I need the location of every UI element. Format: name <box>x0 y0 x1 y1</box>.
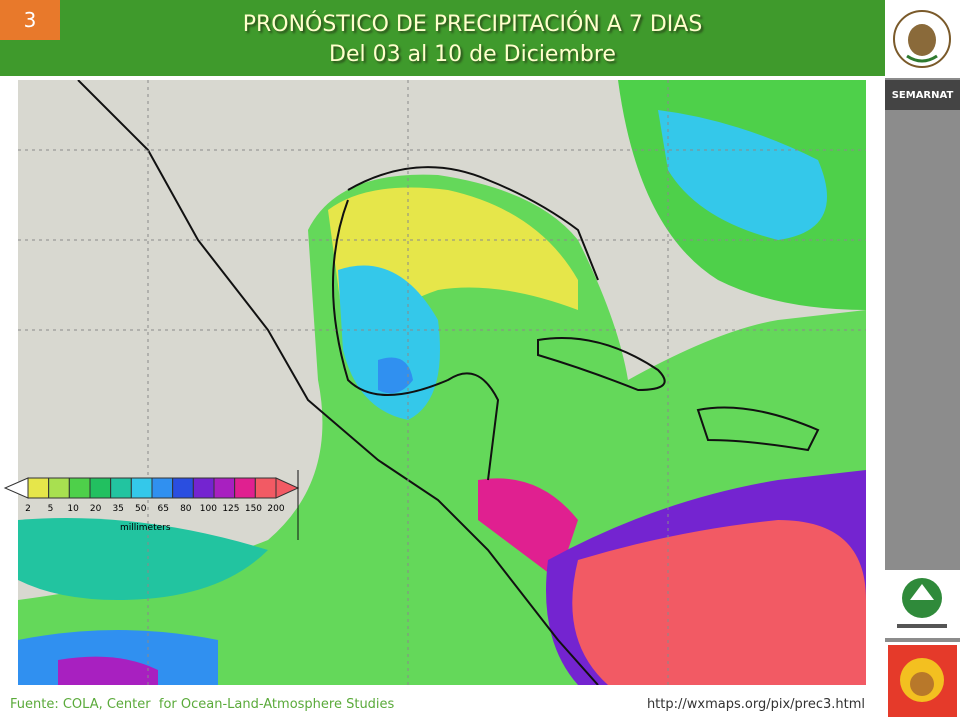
legend-swatch <box>213 477 236 499</box>
legend-tick-label: 50 <box>135 504 147 514</box>
header-bar <box>0 0 885 76</box>
legend-swatch <box>130 477 153 499</box>
legend-swatch <box>89 477 112 499</box>
source-note: Fuente: COLA, Center for Ocean-Land-Atmo… <box>10 697 395 712</box>
legend-swatch <box>254 477 277 499</box>
legend-swatch <box>110 477 132 499</box>
legend-swatch <box>151 477 174 499</box>
title: PRONÓSTICO DE PRECIPITACIÓN A 7 DIAS <box>242 12 703 37</box>
legend-tick-label: 65 <box>158 504 169 514</box>
legend-tick-label: 35 <box>112 504 123 514</box>
source-url: http://wxmaps.org/pix/prec3.html <box>646 697 865 712</box>
logo-panel <box>885 642 960 720</box>
legend-tick-label: 2 <box>25 504 31 514</box>
sidebar <box>885 0 960 720</box>
title-block: PRONÓSTICO DE PRECIPITACIÓN A 7 DIAS Del… <box>60 10 885 70</box>
legend-swatch <box>234 477 256 499</box>
slide-number: 3 <box>0 0 60 40</box>
legend-tick-label: 100 <box>200 504 217 514</box>
conafor-logo <box>897 578 947 628</box>
subtitle: Del 03 al 10 de Diciembre <box>329 42 616 67</box>
logo-panel <box>885 0 960 78</box>
legend-tick-label: 125 <box>222 504 239 514</box>
legend-arrow <box>275 477 300 499</box>
legend-swatch <box>48 477 70 499</box>
legend: 2 5 10 20 35 50 65 80 100 125 150 200 millimeters <box>3 470 300 540</box>
agency-label: SEMARNAT <box>885 80 960 110</box>
legend-tick-label: 5 <box>48 504 54 514</box>
legend-swatch <box>172 477 194 499</box>
legend-arrow <box>3 477 29 499</box>
legend-tick-label: 10 <box>67 504 79 514</box>
legend-unit: millimeters <box>120 523 171 533</box>
legend-swatch <box>27 477 50 499</box>
mascot-logo <box>888 645 957 717</box>
legend-tick-label: 80 <box>180 504 192 514</box>
legend-swatch <box>68 477 91 499</box>
precipitation-map <box>18 80 866 685</box>
legend-tick-label: 20 <box>90 504 102 514</box>
legend-tick-label: 200 <box>267 504 284 514</box>
legend-tick-label: 150 <box>245 504 262 514</box>
legend-swatch <box>192 477 215 499</box>
logo-panel <box>885 570 960 638</box>
emblem <box>893 10 951 68</box>
